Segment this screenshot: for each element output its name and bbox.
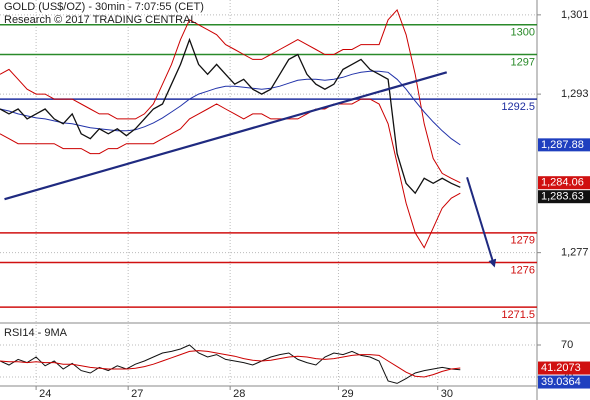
price-tag — [538, 375, 590, 389]
level-label: 1292.5 — [501, 101, 535, 113]
series-line — [0, 8, 461, 184]
chart-title: GOLD (US$/OZ) - 30min - 7:07:55 (CET) — [4, 1, 204, 13]
level-label: 1297 — [511, 56, 535, 68]
x-tick-label: 27 — [131, 388, 143, 400]
price-tag-label: 1,284.06 — [541, 177, 584, 189]
y-tick-label: 1,277 — [561, 247, 589, 259]
level-label: 1300 — [511, 27, 535, 39]
price-tag — [538, 361, 590, 375]
price-tag — [538, 190, 590, 204]
series-line — [0, 344, 461, 384]
series-line — [0, 350, 461, 378]
y-tick-label: 1,293 — [561, 88, 589, 100]
series-line — [0, 98, 461, 249]
y-tick-label: 70 — [561, 339, 573, 351]
forecast-arrow — [466, 177, 497, 268]
chart-subtitle: Research © 2017 TRADING CENTRAL — [4, 14, 197, 26]
y-tick-label: 1,301 — [561, 9, 589, 21]
x-tick-label: 24 — [39, 388, 51, 400]
level-label: 1276 — [511, 264, 535, 276]
price-tag — [538, 176, 590, 190]
series-line — [0, 37, 461, 195]
price-tag — [538, 138, 590, 152]
price-tag-label: 39.0364 — [541, 376, 581, 388]
x-tick-label: 29 — [341, 388, 353, 400]
level-label: 1271.5 — [501, 309, 535, 321]
level-label: 1279 — [511, 235, 535, 247]
trendline — [4, 71, 448, 201]
price-tag-label: 1,287.88 — [541, 139, 584, 151]
price-tag-label: 1,283.63 — [541, 191, 584, 203]
price-tag-label: 41.2073 — [541, 362, 581, 374]
x-tick-label: 28 — [233, 388, 245, 400]
x-tick-label: 30 — [441, 388, 453, 400]
panel-title: RSI14 - 9MA — [4, 327, 68, 339]
